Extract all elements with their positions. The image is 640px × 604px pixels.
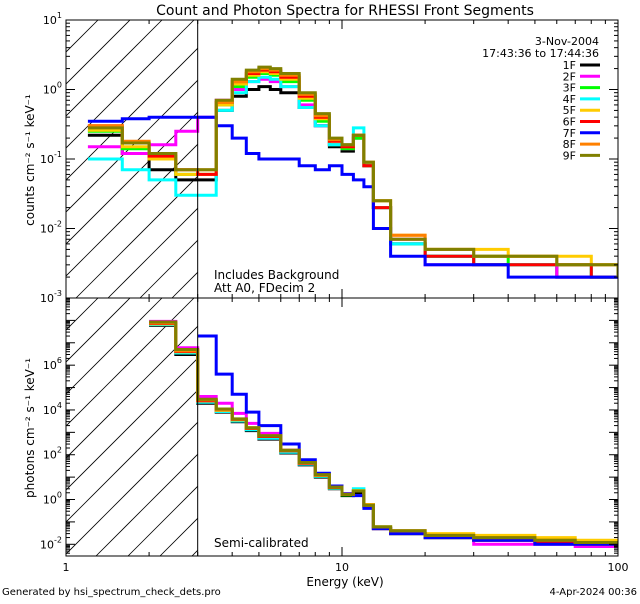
- chart-title: Count and Photon Spectra for RHESSI Fron…: [156, 3, 534, 19]
- legend-label-6f: 6F: [563, 116, 576, 129]
- hatched-region-bottom: [66, 298, 198, 556]
- y-tick-label: 104: [43, 401, 62, 417]
- y-tick-label: 101: [43, 11, 62, 27]
- bottom-panel-frame: [65, 297, 619, 557]
- legend-label-8f: 8F: [563, 138, 576, 151]
- x-axis-label: Energy (keV): [306, 575, 383, 589]
- hatch-line: [95, 453, 198, 556]
- hatch-line: [66, 79, 198, 213]
- top-panel-ticks: 10-3 10-2 10-1 100 101: [40, 11, 619, 305]
- legend-label-9f: 9F: [563, 149, 576, 162]
- hatch-line: [66, 298, 99, 331]
- series-7f-line: [87, 115, 618, 279]
- y-tick-label: 100: [43, 491, 62, 507]
- footer-generated-by: Generated by hsi_spectrum_check_dets.pro: [2, 587, 221, 598]
- hatch-line: [139, 239, 198, 298]
- legend-label-2f: 2F: [563, 70, 576, 83]
- x-tick-label: 100: [608, 561, 629, 574]
- top-y-axis-label: counts cm⁻² s⁻¹ keV⁻¹: [23, 94, 37, 226]
- series-1f-line: [149, 323, 618, 546]
- hatch-line: [127, 485, 198, 556]
- series-5f-line: [149, 322, 618, 542]
- annotation-attenuator: Att A0, FDecim 2: [214, 281, 315, 295]
- hatch-line: [66, 357, 198, 491]
- hatch-line: [66, 298, 131, 363]
- series-8f-line: [149, 321, 618, 544]
- y-tick-label: 100: [43, 81, 62, 97]
- series-6f-line: [149, 321, 618, 546]
- hatch-line: [75, 175, 198, 298]
- y-tick-label: 10-2: [40, 220, 62, 236]
- y-tick-label: 10-1: [40, 150, 62, 166]
- hatch-line: [66, 325, 198, 459]
- hatch-line: [191, 549, 198, 556]
- hatch-line: [66, 47, 198, 181]
- bottom-panel-ticks: 10-2 100 102 104 106 1 10 100: [40, 297, 629, 574]
- hatch-line: [66, 20, 131, 85]
- y-tick-label: 106: [43, 356, 62, 372]
- hatch-line: [66, 421, 198, 555]
- legend-label-5f: 5F: [563, 104, 576, 117]
- series-8f-line: [87, 67, 618, 278]
- legend-label-3f: 3F: [563, 82, 576, 95]
- x-tick-label: 1: [63, 561, 70, 574]
- series-5f-line: [87, 70, 618, 267]
- annotation-semi-calibrated: Semi-calibrated: [214, 536, 309, 550]
- series-3f-line: [149, 322, 618, 545]
- series-4f-line: [149, 323, 618, 546]
- y-tick-label: 10-2: [40, 535, 62, 551]
- observation-time-range: 17:43:36 to 17:44:36: [482, 47, 599, 60]
- hatch-line: [66, 389, 198, 523]
- y-tick-label: 102: [43, 446, 62, 462]
- hatch-line: [66, 298, 163, 395]
- series-2f-line: [149, 319, 618, 548]
- y-tick-label: 10-3: [40, 289, 62, 305]
- footer-date: 4-Apr-2024 00:36: [550, 587, 637, 598]
- series-1f-line: [87, 85, 618, 279]
- series-9f-line: [149, 320, 618, 544]
- hatch-line: [66, 298, 195, 427]
- legend-label-1f: 1F: [563, 59, 576, 72]
- hatch-line: [66, 20, 163, 117]
- photon-spectrum-series: [149, 319, 618, 548]
- observation-date: 3-Nov-2004: [535, 35, 599, 48]
- count-spectrum-series: [87, 65, 618, 279]
- bottom-y-axis-label: photons cm⁻² s⁻¹ keV⁻¹: [23, 358, 37, 498]
- hatch-line: [66, 143, 198, 277]
- legend-label-4f: 4F: [563, 93, 576, 106]
- annotation-background: Includes Background: [214, 268, 339, 282]
- series-9f-line: [87, 65, 618, 278]
- hatch-line: [66, 20, 195, 149]
- legend-label-7f: 7F: [563, 127, 576, 140]
- hatch-line: [107, 207, 198, 298]
- x-tick-label: 10: [335, 561, 349, 574]
